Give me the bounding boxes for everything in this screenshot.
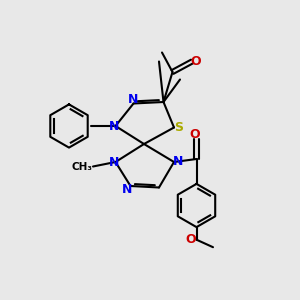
Text: O: O [190, 128, 200, 142]
Text: N: N [109, 119, 119, 133]
Text: O: O [190, 55, 201, 68]
Text: S: S [174, 121, 183, 134]
Text: N: N [122, 183, 133, 196]
Text: N: N [172, 155, 183, 169]
Text: O: O [186, 233, 196, 246]
Text: N: N [128, 93, 139, 106]
Text: CH₃: CH₃ [71, 161, 92, 172]
Text: N: N [109, 156, 119, 169]
